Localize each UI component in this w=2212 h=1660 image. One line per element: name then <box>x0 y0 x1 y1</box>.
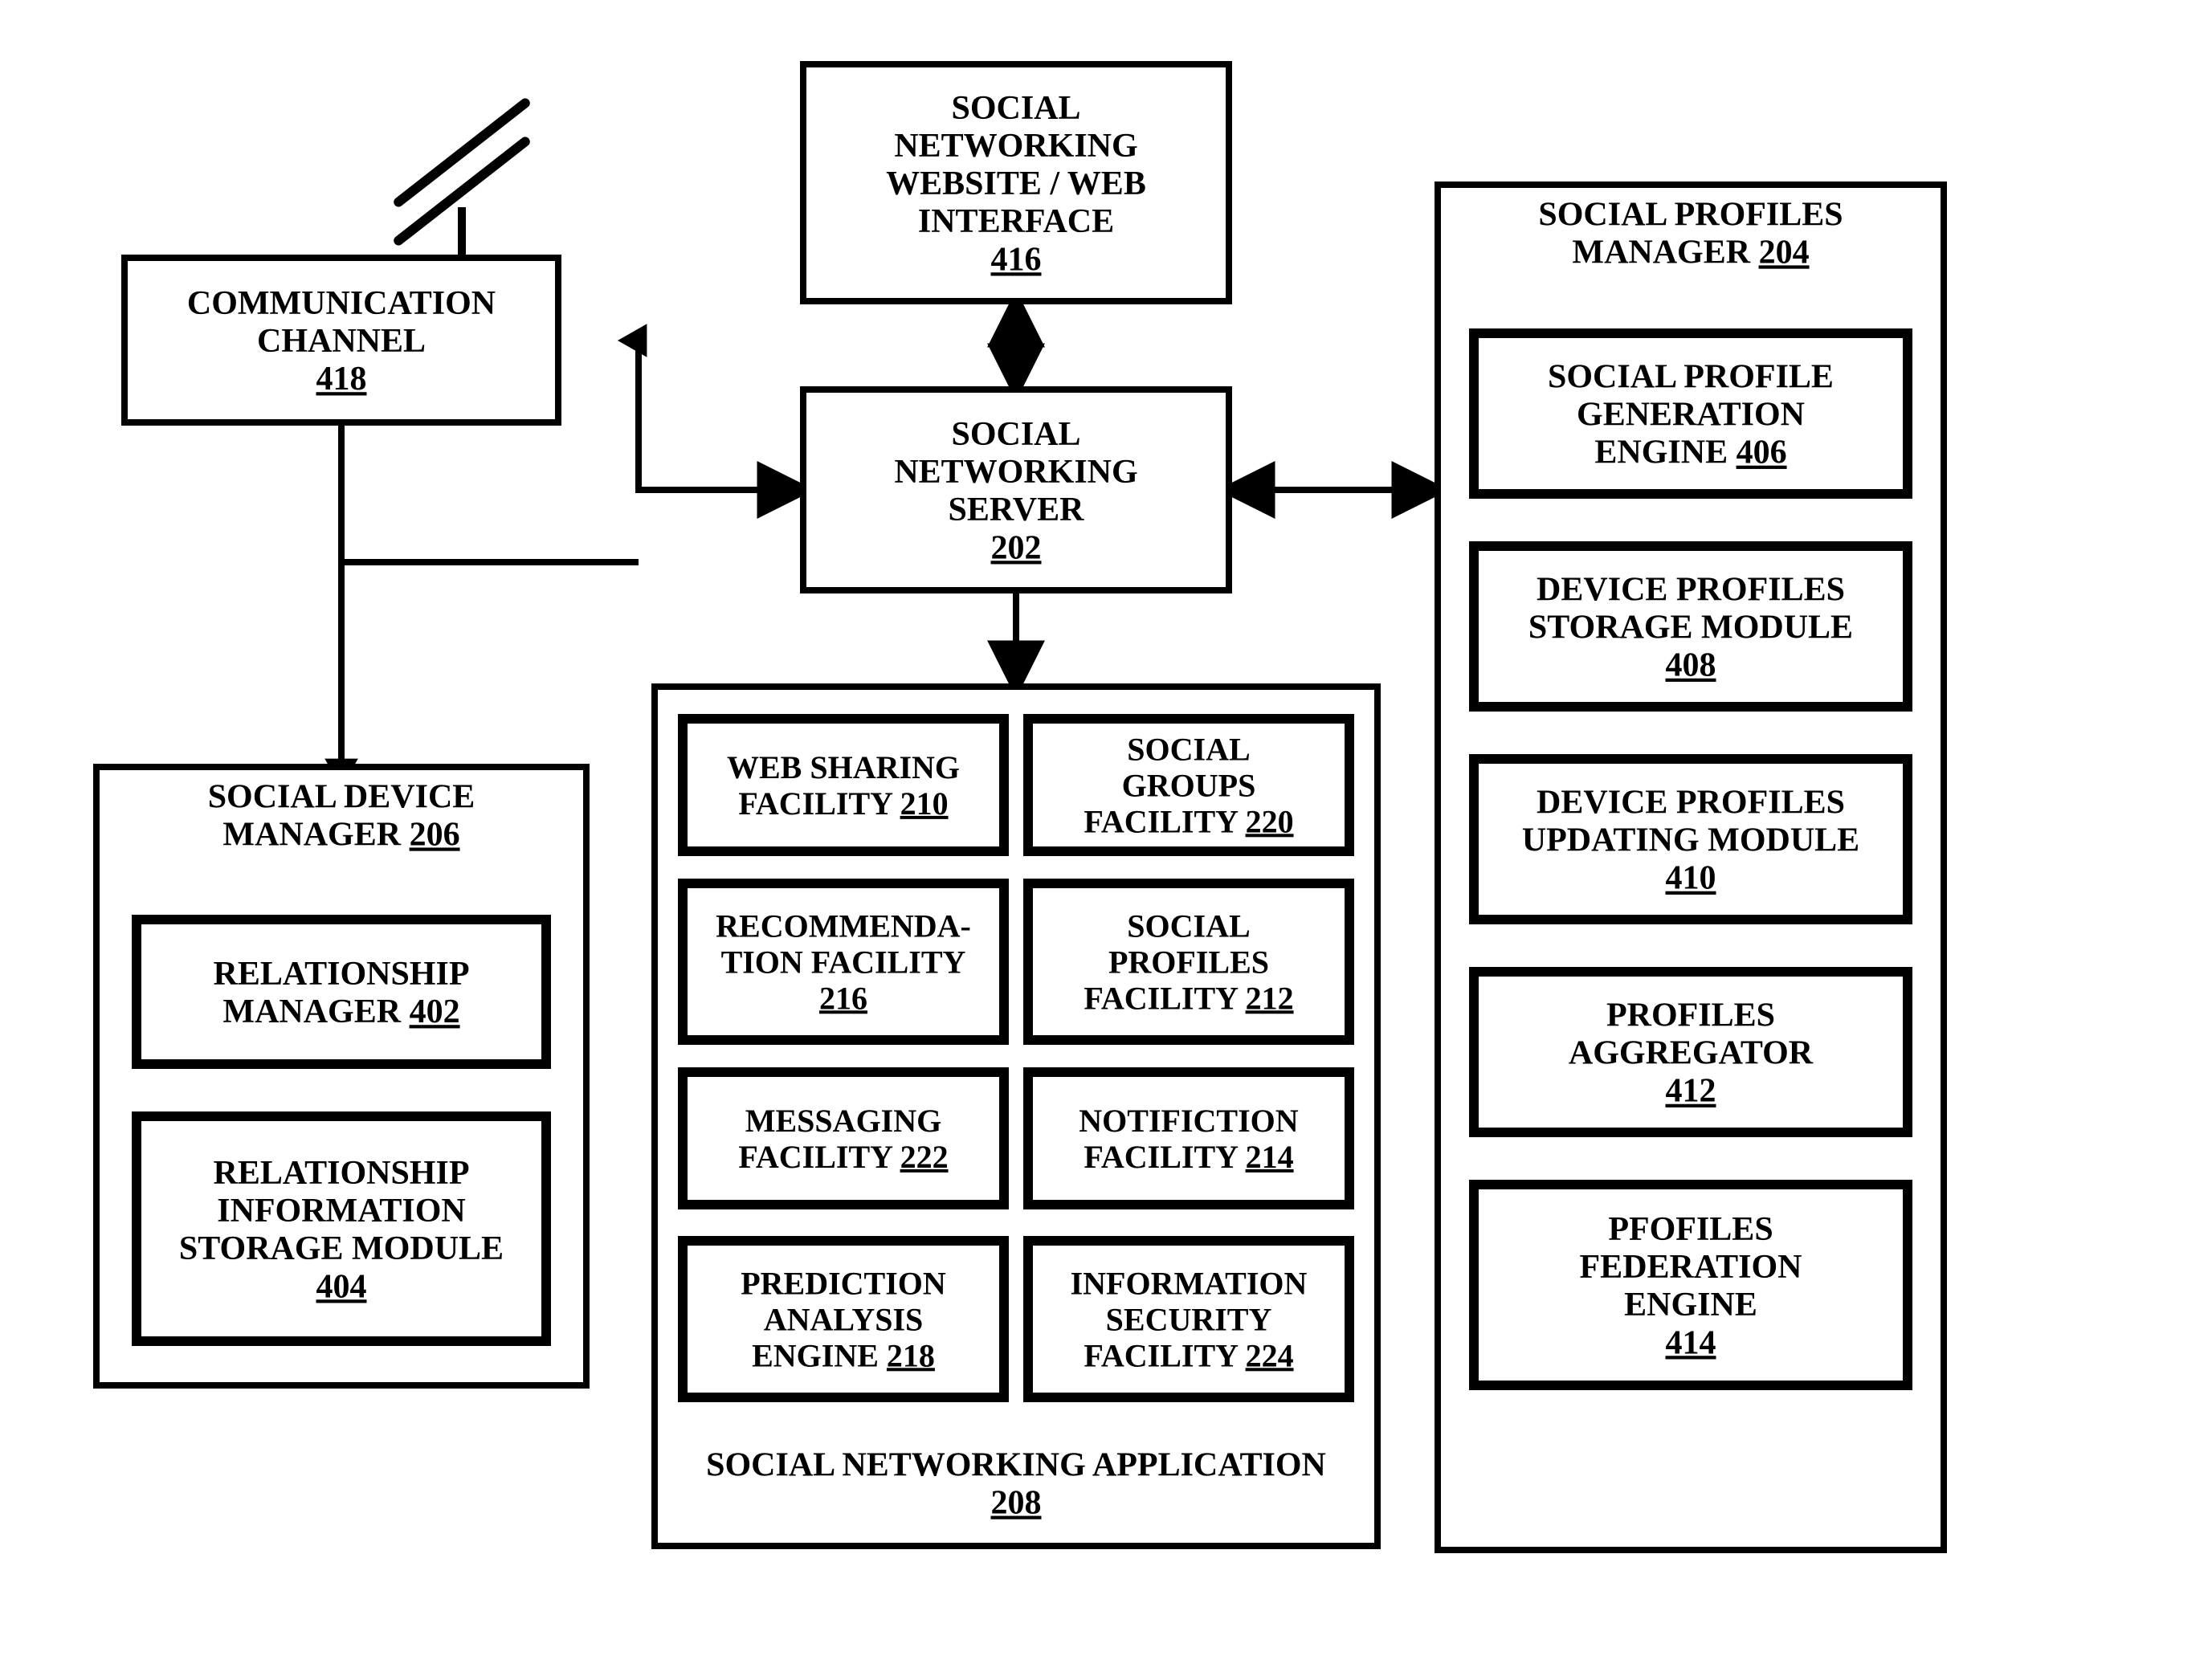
svg-text:NETWORKING: NETWORKING <box>894 128 1137 165</box>
svg-text:SOCIAL DEVICE: SOCIAL DEVICE <box>208 778 475 815</box>
node-web_interface: SOCIALNETWORKINGWEBSITE / WEBINTERFACE41… <box>803 64 1229 301</box>
svg-text:FACILITY 222: FACILITY 222 <box>738 1139 948 1175</box>
svg-text:GROUPS: GROUPS <box>1122 768 1256 804</box>
e-comm-dev <box>341 422 639 767</box>
svg-text:MANAGER 402: MANAGER 402 <box>222 993 459 1030</box>
svg-text:NETWORKING: NETWORKING <box>894 454 1137 491</box>
diagram-canvas: SOCIAL PROFILESMANAGER 204SOCIAL NETWORK… <box>0 0 2212 1660</box>
node-storage_module: DEVICE PROFILESSTORAGE MODULE408 <box>1474 546 1908 707</box>
node-messaging: MESSAGINGFACILITY 222 <box>683 1072 1004 1205</box>
svg-text:FACILITY 220: FACILITY 220 <box>1084 803 1293 839</box>
svg-text:414: 414 <box>1666 1324 1716 1361</box>
node-comm_channel: COMMUNICATIONCHANNEL418 <box>124 258 558 422</box>
svg-text:RELATIONSHIP: RELATIONSHIP <box>214 956 470 993</box>
node-rel_storage: RELATIONSHIPINFORMATIONSTORAGE MODULE404 <box>137 1116 546 1341</box>
svg-text:INTERFACE: INTERFACE <box>918 203 1114 240</box>
svg-text:MANAGER 204: MANAGER 204 <box>1572 234 1809 271</box>
svg-text:SOCIAL: SOCIAL <box>1127 908 1250 944</box>
svg-text:COMMUNICATION: COMMUNICATION <box>187 285 496 322</box>
nodes-layer: SOCIAL PROFILESMANAGER 204SOCIAL NETWORK… <box>96 64 1944 1550</box>
svg-text:FACILITY 212: FACILITY 212 <box>1084 980 1293 1016</box>
svg-text:PFOFILES: PFOFILES <box>1608 1211 1773 1248</box>
node-web_sharing: WEB SHARINGFACILITY 210 <box>683 719 1004 851</box>
node-info_security: INFORMATIONSECURITYFACILITY 224 <box>1028 1241 1349 1397</box>
svg-text:TION FACILITY: TION FACILITY <box>721 944 966 981</box>
svg-text:ENGINE 406: ENGINE 406 <box>1594 434 1786 471</box>
svg-text:SOCIAL: SOCIAL <box>951 416 1080 453</box>
svg-text:ENGINE: ENGINE <box>1624 1287 1757 1324</box>
svg-text:INFORMATION: INFORMATION <box>217 1193 466 1230</box>
node-aggregator: PROFILESAGGREGATOR412 <box>1474 972 1908 1132</box>
svg-text:FACILITY 224: FACILITY 224 <box>1084 1337 1293 1373</box>
svg-text:SECURITY: SECURITY <box>1106 1302 1272 1338</box>
svg-text:RELATIONSHIP: RELATIONSHIP <box>214 1155 470 1192</box>
e-comm-server <box>639 341 803 490</box>
node-rel_mgr: RELATIONSHIPMANAGER 402 <box>137 920 546 1064</box>
svg-text:STORAGE MODULE: STORAGE MODULE <box>1528 610 1853 646</box>
svg-text:NOTIFICTION: NOTIFICTION <box>1079 1103 1298 1139</box>
svg-text:DEVICE PROFILES: DEVICE PROFILES <box>1537 785 1845 822</box>
node-gen_engine: SOCIAL PROFILEGENERATIONENGINE 406 <box>1474 333 1908 494</box>
svg-text:WEB SHARING: WEB SHARING <box>727 749 960 785</box>
svg-text:RECOMMENDA-: RECOMMENDA- <box>716 908 971 944</box>
svg-text:208: 208 <box>991 1485 1042 1522</box>
svg-text:GENERATION: GENERATION <box>1577 397 1805 434</box>
svg-text:MESSAGING: MESSAGING <box>745 1103 942 1139</box>
node-server: SOCIALNETWORKINGSERVER202 <box>803 390 1229 590</box>
svg-text:410: 410 <box>1666 860 1716 897</box>
svg-text:FACILITY 210: FACILITY 210 <box>738 785 948 822</box>
svg-text:UPDATING MODULE: UPDATING MODULE <box>1522 822 1859 859</box>
svg-text:INFORMATION: INFORMATION <box>1071 1266 1308 1302</box>
svg-text:SOCIAL: SOCIAL <box>1127 732 1250 768</box>
svg-text:ANALYSIS: ANALYSIS <box>764 1302 924 1338</box>
svg-text:DEVICE PROFILES: DEVICE PROFILES <box>1537 572 1845 609</box>
svg-text:416: 416 <box>991 241 1042 278</box>
svg-text:PROFILES: PROFILES <box>1606 997 1775 1034</box>
svg-text:SOCIAL: SOCIAL <box>951 90 1080 127</box>
svg-text:FEDERATION: FEDERATION <box>1580 1249 1802 1286</box>
svg-text:202: 202 <box>991 529 1042 566</box>
svg-text:CHANNEL: CHANNEL <box>257 323 426 360</box>
svg-text:SOCIAL PROFILE: SOCIAL PROFILE <box>1548 359 1834 396</box>
svg-text:STORAGE MODULE: STORAGE MODULE <box>179 1230 504 1267</box>
svg-text:PREDICTION: PREDICTION <box>741 1266 946 1302</box>
node-prediction: PREDICTIONANALYSISENGINE 218 <box>683 1241 1004 1397</box>
svg-text:408: 408 <box>1666 647 1716 684</box>
node-notification: NOTIFICTIONFACILITY 214 <box>1028 1072 1349 1205</box>
node-social_groups: SOCIALGROUPSFACILITY 220 <box>1028 719 1349 851</box>
svg-text:SOCIAL PROFILES: SOCIAL PROFILES <box>1538 196 1843 233</box>
svg-text:FACILITY 214: FACILITY 214 <box>1084 1139 1293 1175</box>
svg-text:216: 216 <box>819 980 867 1016</box>
svg-text:SOCIAL NETWORKING APPLICATION: SOCIAL NETWORKING APPLICATION <box>706 1447 1326 1484</box>
svg-text:404: 404 <box>316 1268 367 1305</box>
svg-text:PROFILES: PROFILES <box>1108 944 1269 981</box>
svg-text:ENGINE 218: ENGINE 218 <box>752 1337 935 1373</box>
node-recommendation: RECOMMENDA-TION FACILITY216 <box>683 883 1004 1040</box>
decoration-layer <box>398 103 525 258</box>
node-updating_module: DEVICE PROFILESUPDATING MODULE410 <box>1474 759 1908 920</box>
svg-text:SERVER: SERVER <box>949 491 1085 528</box>
node-social_profiles_fac: SOCIALPROFILESFACILITY 212 <box>1028 883 1349 1040</box>
svg-text:418: 418 <box>316 361 367 398</box>
node-federation: PFOFILESFEDERATIONENGINE414 <box>1474 1185 1908 1385</box>
svg-text:AGGREGATOR: AGGREGATOR <box>1569 1035 1814 1072</box>
svg-text:MANAGER 206: MANAGER 206 <box>222 816 459 853</box>
svg-text:412: 412 <box>1666 1073 1716 1110</box>
svg-text:WEBSITE / WEB: WEBSITE / WEB <box>886 165 1146 202</box>
